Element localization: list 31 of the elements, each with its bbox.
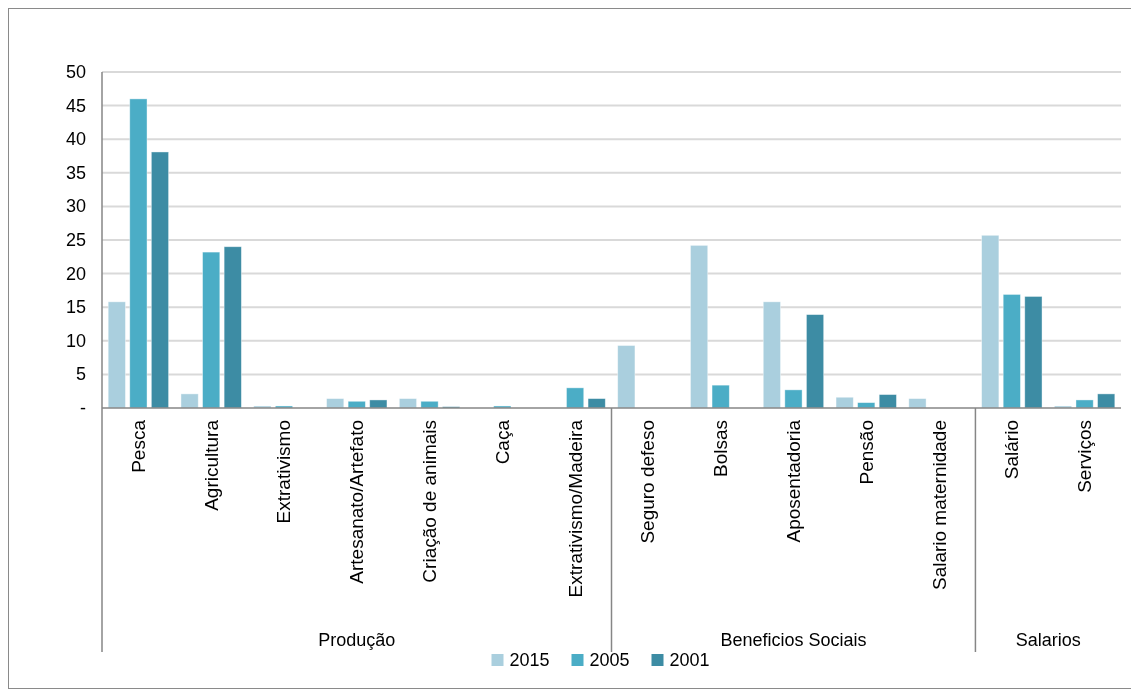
y-tick-label: 10 [65,330,86,351]
text: Salarios [1015,630,1081,650]
y-tick-label: - [80,398,86,418]
x-tick-label: Serviços [1074,420,1096,493]
x-tick-label: Pesca [127,419,149,473]
y-tick-label: 30 [65,196,86,217]
y-tick-label: 5 [75,364,86,385]
y-tick-label: 40 [65,129,86,150]
text: Produção [318,630,396,650]
x-tick-label: Seguro defeso [637,420,659,544]
x-tick-label: Aposentadoria [782,419,804,543]
legend-label: 2005 [589,650,630,670]
x-tick-label: Criação de animais [419,420,441,583]
x-tick-label: Extrativismo [273,420,295,524]
x-tick-label: Salário [1001,420,1023,480]
x-tick-label: Salario maternidade [928,420,950,591]
legend-label: 2015 [509,650,550,670]
x-tick-label: Pensão [855,420,877,485]
legend-label: 2001 [669,650,710,670]
text: Beneficios Sociais [720,630,867,650]
y-tick-label: 20 [65,263,86,284]
x-tick-label: Agricultura [200,419,222,511]
x-tick-label: Artesanato/Artefato [346,420,368,584]
y-tick-label: 35 [65,162,86,183]
y-tick-label: 25 [65,230,86,250]
x-tick-label: Caça [491,419,513,465]
y-tick-label: 45 [65,95,86,116]
y-tick-label: 15 [65,297,86,318]
x-tick-label: Extrativismo/Madeira [564,419,586,598]
y-tick-label: 50 [65,62,86,82]
x-tick-label: Bolsas [710,420,732,478]
